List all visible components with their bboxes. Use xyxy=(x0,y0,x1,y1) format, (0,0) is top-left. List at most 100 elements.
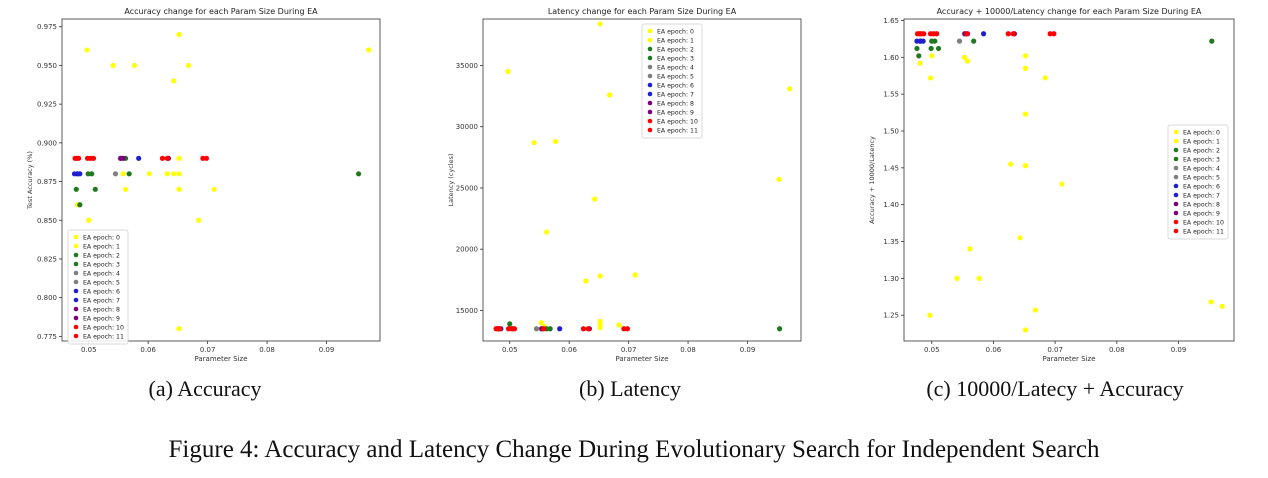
x-axis-label: Parameter Size xyxy=(1042,355,1095,363)
data-point-score xyxy=(1022,163,1029,169)
legend-label: EA epoch: 10 xyxy=(1183,219,1224,226)
data-point-score xyxy=(964,58,971,64)
data-point-score xyxy=(1051,31,1057,37)
data-point-score xyxy=(917,60,923,66)
chart-title: Latency change for each Param Size Durin… xyxy=(548,7,737,16)
data-point-score xyxy=(916,31,923,37)
legend-label: EA epoch: 8 xyxy=(83,306,120,313)
data-point-latency xyxy=(597,324,603,331)
data-point-latency xyxy=(597,273,603,279)
series-4 xyxy=(956,38,963,44)
legend-marker xyxy=(73,243,79,249)
data-point-score xyxy=(1047,31,1053,37)
legend-marker xyxy=(1173,219,1179,225)
x-tick-label: 0.09 xyxy=(319,346,335,354)
x-tick-label: 0.09 xyxy=(740,346,756,354)
data-point-latency xyxy=(507,321,513,327)
data-point-score xyxy=(1017,235,1023,241)
y-tick-label: 30000 xyxy=(456,123,478,131)
legend-label: EA epoch: 1 xyxy=(657,37,694,44)
series-11 xyxy=(916,31,1053,37)
data-point-latency xyxy=(552,138,559,145)
y-tick-label: 1.60 xyxy=(883,54,899,62)
data-point-latency xyxy=(616,322,622,328)
data-point-accuracy xyxy=(89,171,95,177)
legend-label: EA epoch: 7 xyxy=(1183,192,1220,199)
legend-marker xyxy=(73,279,79,285)
y-axis-label: Test Accuracy (%) xyxy=(26,151,34,210)
legend: EA epoch: 0 EA epoch: 1 EA epoch: 2 EA epoc… xyxy=(1167,124,1229,240)
legend: EA epoch: 0 EA epoch: 1 EA epoch: 2 EA epoc… xyxy=(641,23,703,139)
legend-label: EA epoch: 4 xyxy=(1183,165,1220,172)
legend-marker xyxy=(647,127,653,133)
y-tick-label: 1.40 xyxy=(883,201,899,209)
series-2 xyxy=(914,38,1215,59)
data-point-latency xyxy=(607,92,613,98)
data-point-score xyxy=(1059,181,1065,187)
plot-frame xyxy=(482,18,802,342)
x-tick-label: 0.09 xyxy=(1171,346,1187,354)
data-point-latency xyxy=(621,326,627,332)
legend-label: EA epoch: 5 xyxy=(83,279,120,286)
subcaption-b: (b) Latency xyxy=(579,376,681,401)
x-tick-label: 0.08 xyxy=(1109,346,1125,354)
data-point-latency xyxy=(547,326,553,332)
legend-label: EA epoch: 6 xyxy=(1183,183,1220,190)
data-point-score xyxy=(934,31,940,37)
data-point-score xyxy=(967,246,973,252)
data-point-accuracy xyxy=(164,155,170,161)
y-tick-label: 1.30 xyxy=(883,275,899,283)
data-point-score xyxy=(1022,111,1029,117)
data-point-latency xyxy=(533,326,540,332)
data-point-accuracy xyxy=(120,171,126,177)
legend-marker xyxy=(647,28,653,34)
y-tick-label: 0.850 xyxy=(37,217,57,225)
data-point-score xyxy=(1022,53,1029,59)
legend-label: EA epoch: 4 xyxy=(657,64,694,71)
data-point-score xyxy=(929,53,935,59)
data-point-accuracy xyxy=(176,31,182,38)
data-point-score xyxy=(976,275,982,281)
data-point-accuracy xyxy=(85,171,91,177)
data-point-accuracy xyxy=(84,47,90,53)
legend-box xyxy=(1167,124,1229,240)
data-point-score xyxy=(1209,38,1215,44)
subcaption-c: (c) 10000/Latecy + Accuracy xyxy=(926,376,1184,401)
series-2 xyxy=(73,171,362,208)
legend-label: EA epoch: 9 xyxy=(1183,210,1220,217)
plot-frame xyxy=(903,18,1235,342)
data-point-accuracy xyxy=(123,186,129,192)
x-tick-label: 0.08 xyxy=(680,346,696,354)
data-point-accuracy xyxy=(120,155,126,161)
legend-marker xyxy=(73,306,79,312)
legend-marker xyxy=(73,288,79,294)
legend-label: EA epoch: 2 xyxy=(83,252,120,259)
data-point-score xyxy=(932,38,938,44)
data-point-latency xyxy=(776,176,782,182)
y-tick-label: 0.875 xyxy=(37,178,57,186)
data-point-accuracy xyxy=(77,202,83,208)
latency-scatter-chart: Latency change for each Param Size Durin… xyxy=(447,7,802,363)
data-point-accuracy xyxy=(112,171,119,177)
data-point-accuracy xyxy=(211,186,217,192)
data-point-accuracy xyxy=(146,171,152,177)
legend-label: EA epoch: 1 xyxy=(83,243,120,250)
data-point-score xyxy=(1219,303,1225,309)
series-1 xyxy=(74,155,182,208)
legend-marker xyxy=(1173,201,1179,207)
legend-marker xyxy=(1173,228,1179,234)
data-point-score xyxy=(916,53,922,59)
data-point-latency xyxy=(585,326,591,332)
x-tick-label: 0.05 xyxy=(924,346,940,354)
y-tick-label: 25000 xyxy=(456,184,478,192)
series-11 xyxy=(495,326,627,332)
legend-marker xyxy=(647,109,653,115)
legend-marker xyxy=(1173,147,1179,153)
data-point-latency xyxy=(538,320,544,326)
legend-marker xyxy=(1173,138,1179,144)
data-point-accuracy xyxy=(131,62,138,69)
panel-latency: Latency change for each Param Size Durin… xyxy=(420,0,840,374)
x-tick-label: 0.06 xyxy=(140,346,156,354)
data-point-latency xyxy=(787,86,793,92)
legend-marker xyxy=(1173,210,1179,216)
